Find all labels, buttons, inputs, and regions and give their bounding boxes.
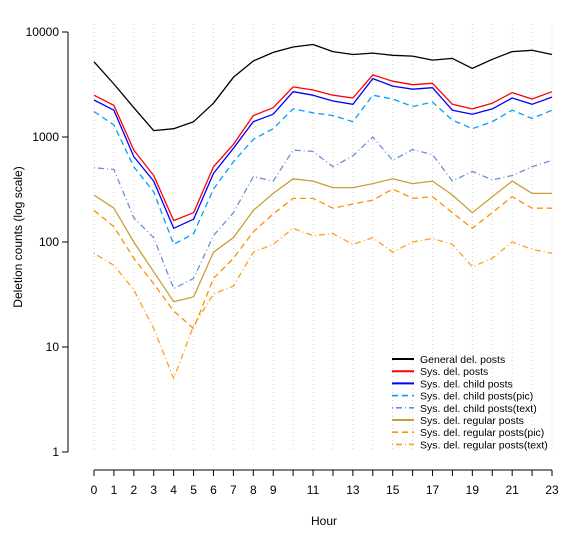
legend-label: Sys. del. child posts(text) [420, 403, 537, 415]
series-layer [93, 43, 553, 380]
x-tick-label: 21 [505, 483, 519, 497]
legend-label: Sys. del. regular posts [420, 415, 524, 427]
y-tick-label: 1 [52, 445, 59, 459]
legend-label: General del. posts [420, 354, 505, 366]
x-tick-label: 17 [426, 483, 440, 497]
series-line-sys-del-child-posts-pic [93, 94, 553, 245]
x-tick-label: 1 [111, 483, 118, 497]
legend-label: Sys. del. regular posts(pic) [420, 427, 544, 439]
legend-label: Sys. del. child posts(pic) [420, 391, 533, 403]
x-tick-label: 23 [545, 483, 559, 497]
series-line-sys-del-regular-posts [93, 178, 552, 303]
x-tick-label: 3 [150, 483, 157, 497]
series-line-sys-del-child-posts-text [93, 136, 553, 290]
series-line-sys-del-regular-posts-pic [93, 188, 552, 330]
x-tick-label: 11 [307, 483, 320, 497]
series-line-sys-del-regular-posts-text [93, 227, 553, 380]
x-axis-title: Hour [311, 514, 337, 528]
x-tick-label: 19 [466, 483, 480, 497]
series-line-sys-del-child-posts [93, 77, 553, 229]
y-tick-label: 1000 [32, 130, 59, 144]
x-tick-label: 6 [210, 483, 217, 497]
x-tick-label: 5 [190, 483, 197, 497]
y-axis-title: Deletion counts (log scale) [11, 166, 25, 307]
legend-label: Sys. del. regular posts(text) [420, 439, 548, 451]
legend-label: Sys. del. posts [420, 366, 488, 378]
x-tick-label: 15 [386, 483, 400, 497]
x-tick-label: 13 [346, 483, 360, 497]
x-tick-label: 2 [130, 483, 137, 497]
series-line-sys-del-posts [93, 74, 553, 222]
y-tick-label: 100 [39, 235, 59, 249]
x-tick-label: 0 [91, 483, 98, 497]
series-line-general-del-posts [93, 43, 553, 132]
legend-label: Sys. del. child posts [420, 378, 513, 390]
x-tick-label: 8 [250, 483, 257, 497]
y-tick-label: 10000 [26, 25, 60, 39]
y-tick-label: 10 [46, 340, 60, 354]
x-tick-label: 4 [170, 483, 177, 497]
grid-layer [93, 24, 553, 452]
x-tick-label: 7 [230, 483, 237, 497]
x-tick-label: 9 [270, 483, 277, 497]
